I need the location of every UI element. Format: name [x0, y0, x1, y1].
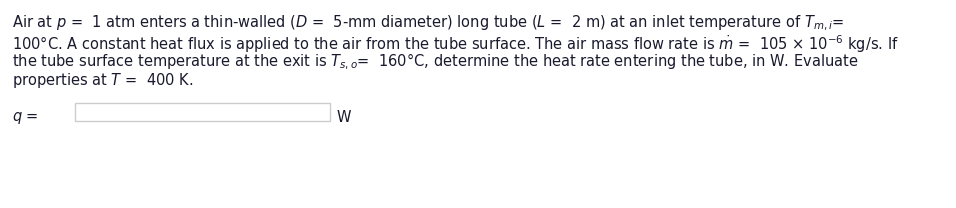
Text: W: W: [337, 110, 352, 125]
Bar: [75, 103, 330, 121]
Text: the tube surface temperature at the exit is $T_{s,o}$=  160°C, determine the hea: the tube surface temperature at the exit…: [12, 52, 858, 72]
Text: properties at $T$ =  400 K.: properties at $T$ = 400 K.: [12, 71, 193, 90]
Text: Air at $p$ =  1 atm enters a thin-walled ($D$ =  5-mm diameter) long tube ($L$ =: Air at $p$ = 1 atm enters a thin-walled …: [12, 14, 844, 33]
Text: $q$ =: $q$ =: [12, 110, 38, 126]
Text: 100°C. A constant heat flux is applied to the air from the tube surface. The air: 100°C. A constant heat flux is applied t…: [12, 33, 899, 55]
